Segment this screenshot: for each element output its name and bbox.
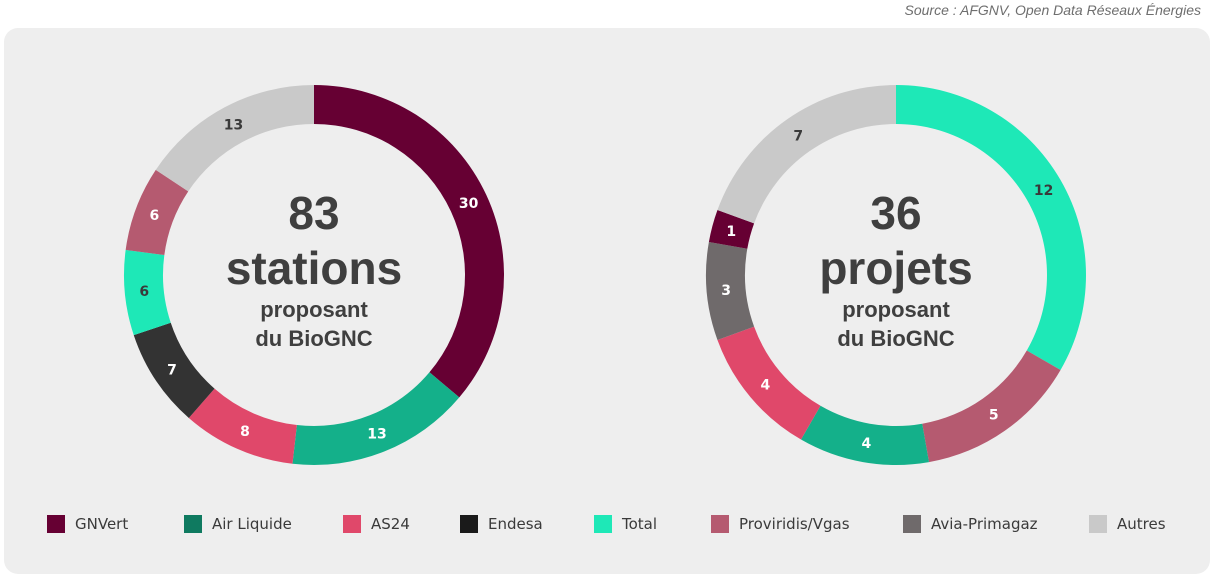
slice-autres — [717, 84, 896, 224]
legend-item: Air Liquide — [184, 513, 292, 535]
legend-item: Proviridis/Vgas — [711, 513, 850, 535]
slice-proviridis-vgas — [922, 350, 1061, 463]
legend-item: Autres — [1089, 513, 1166, 535]
source-note: Source : AFGNV, Open Data Réseaux Énergi… — [904, 2, 1201, 18]
chart-panel — [4, 28, 1210, 574]
slice-air-liquide — [292, 372, 460, 465]
center-line2: du BioGNC — [837, 326, 954, 351]
slice-gnvert — [314, 85, 504, 398]
legend-label: Proviridis/Vgas — [739, 515, 850, 533]
donut-stations: 83 stations proposant du BioGNC 30 13 8 7 6 6… — [124, 85, 504, 465]
legend-swatch — [711, 515, 729, 533]
center-unit: stations — [226, 242, 402, 294]
center-number: 83 — [288, 187, 339, 239]
slice-value-label: 4 — [761, 378, 771, 394]
center-unit: projets — [819, 242, 972, 294]
legend: GNVert Air Liquide AS24 Endesa Total Provirid… — [0, 513, 1215, 535]
slice-gnvert — [708, 210, 755, 249]
slice-value-label: 12 — [1034, 183, 1053, 199]
slice-value-label: 4 — [862, 436, 872, 452]
legend-swatch — [343, 515, 361, 533]
legend-label: Endesa — [488, 515, 543, 533]
slice-value-label: 7 — [167, 362, 177, 378]
legend-swatch — [594, 515, 612, 533]
slice-avia-primagaz — [706, 242, 755, 340]
slice-total — [896, 85, 1086, 370]
slice-autres — [155, 85, 314, 192]
legend-swatch — [460, 515, 478, 533]
slice-endesa — [133, 322, 215, 418]
slice-value-label: 13 — [367, 426, 386, 442]
slice-proviridis-vgas — [125, 169, 189, 256]
legend-swatch — [903, 515, 921, 533]
donut-projets: 36 projets proposant du BioGNC 12 5 4 4 3 1 7 — [706, 84, 1086, 466]
slice-value-label: 3 — [721, 283, 731, 299]
slice-value-label: 1 — [726, 224, 736, 240]
legend-label: Air Liquide — [212, 515, 292, 533]
slice-as24 — [717, 326, 821, 440]
center-line2: du BioGNC — [255, 326, 372, 351]
slice-total — [124, 249, 171, 336]
slice-value-label: 5 — [989, 408, 999, 424]
slice-value-label: 13 — [224, 118, 243, 134]
legend-item: Avia-Primagaz — [903, 513, 1038, 535]
slice-value-label: 6 — [139, 284, 149, 300]
slice-value-label: 7 — [793, 128, 803, 144]
slice-value-label: 30 — [459, 196, 479, 212]
legend-swatch — [1089, 515, 1107, 533]
legend-swatch — [184, 515, 202, 533]
slice-value-label: 8 — [240, 424, 250, 440]
center-number: 36 — [870, 187, 921, 239]
legend-label: GNVert — [75, 515, 129, 533]
legend-label: Total — [622, 515, 658, 533]
legend-item: Total — [594, 513, 657, 535]
legend-label: AS24 — [371, 515, 410, 533]
legend-swatch — [47, 515, 65, 533]
legend-item: Endesa — [460, 513, 543, 535]
slice-value-label: 6 — [150, 208, 160, 224]
legend-label: Avia-Primagaz — [931, 515, 1038, 533]
slice-as24 — [188, 388, 297, 464]
slice-air-liquide — [801, 405, 929, 466]
legend-item: AS24 — [343, 513, 410, 535]
legend-item: GNVert — [47, 513, 128, 535]
center-line1: proposant — [260, 297, 368, 322]
legend-label: Autres — [1117, 515, 1166, 533]
center-line1: proposant — [842, 297, 950, 322]
